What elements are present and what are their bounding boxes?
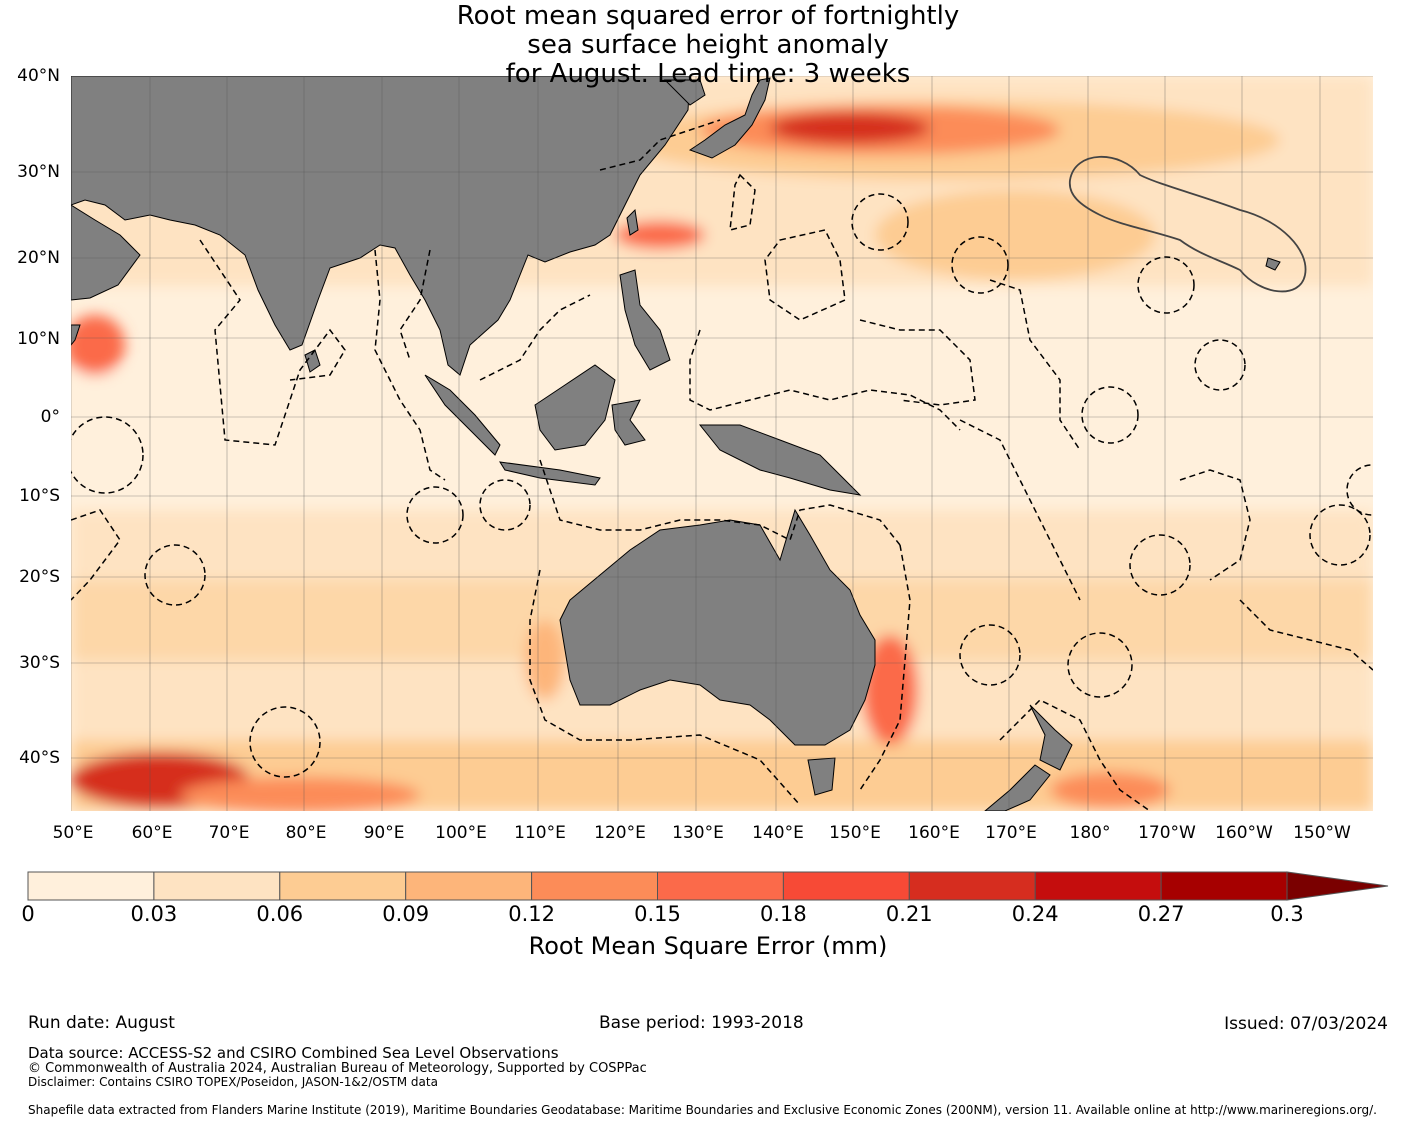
australia-landmass — [559, 508, 876, 746]
colorbar-segment — [405, 871, 533, 901]
lon-label: 120°E — [594, 823, 646, 843]
title-line-2: sea surface height anomaly — [527, 30, 889, 60]
run-date: Run date: August — [28, 1013, 175, 1033]
lat-label-30s: 30°S — [19, 653, 60, 673]
lon-label: 100°E — [435, 823, 487, 843]
shapefile-credit: Shapefile data extracted from Flanders M… — [28, 1103, 1377, 1117]
colorbar-tick-label: 0.24 — [1011, 902, 1059, 926]
rmse-map — [71, 76, 1373, 811]
copyright: © Commonwealth of Australia 2024, Austra… — [28, 1061, 647, 1076]
colorbar-segment — [782, 871, 910, 901]
arabia-landmass — [71, 204, 141, 301]
sri-lanka-island — [304, 349, 321, 373]
colorbar-segment — [27, 871, 155, 901]
lon-label: 160°E — [908, 823, 960, 843]
lon-label: 160°W — [1215, 823, 1273, 843]
lat-label-20s: 20°S — [19, 567, 60, 587]
colorbar-segment — [531, 871, 658, 901]
borneo-island — [534, 364, 616, 451]
sulawesi-island — [611, 399, 646, 446]
colorbar-segment — [279, 871, 407, 901]
colorbar-segment — [1034, 871, 1162, 901]
lon-label: 140°E — [752, 823, 804, 843]
colorbar-tick-label: 0.03 — [130, 902, 178, 926]
lon-label: 180° — [1069, 823, 1111, 843]
lon-label: 130°E — [672, 823, 724, 843]
lat-label-10s: 10°S — [19, 486, 60, 506]
colorbar-segment — [908, 871, 1036, 901]
philippines-islands — [619, 269, 671, 371]
japan-island — [688, 77, 771, 159]
lon-label: 150°E — [829, 823, 881, 843]
lon-label: 70°E — [208, 823, 250, 843]
lat-label-10n: 10°N — [17, 329, 60, 349]
map-title: Root mean squared error of fortnightly s… — [300, 2, 1116, 89]
lat-label-20n: 20°N — [17, 248, 60, 268]
lon-label: 150°W — [1293, 823, 1351, 843]
colorbar-tick-label: 0.18 — [760, 902, 807, 926]
new-zealand-north-island — [1029, 704, 1073, 771]
colorbar-tick-label: 0.21 — [885, 902, 933, 926]
hawaii-island — [1265, 257, 1281, 271]
colorbar-tick-label: 0.09 — [382, 902, 430, 926]
lat-label-40s: 40°S — [19, 748, 60, 768]
colorbar-extend-arrow — [1286, 871, 1389, 901]
asia-landmass — [71, 76, 691, 376]
colorbar-tick-label: 0.12 — [508, 902, 555, 926]
colorbar-tick-label: 0.27 — [1137, 902, 1185, 926]
issued-date: Issued: 07/03/2024 — [1224, 1014, 1388, 1034]
colorbar-segment — [1160, 871, 1288, 901]
sakhalin-kuril — [663, 79, 706, 106]
tasmania-island — [807, 757, 836, 796]
colorbar-tick-label: 0.3 — [1270, 902, 1304, 926]
java-island — [499, 461, 601, 486]
lon-label: 90°E — [363, 823, 405, 843]
colorbar-tick-label: 0.15 — [634, 902, 681, 926]
lon-label: 60°E — [131, 823, 173, 843]
colorbar-segment — [657, 871, 784, 901]
lon-label: 170°E — [985, 823, 1037, 843]
data-source: Data source: ACCESS-S2 and CSIRO Combine… — [28, 1044, 559, 1062]
colorbar-tick-label: 0 — [21, 902, 35, 926]
africa-horn — [71, 324, 81, 346]
lon-label: 50°E — [52, 823, 94, 843]
eez-boundaries — [71, 119, 1373, 811]
base-period: Base period: 1993-2018 — [599, 1013, 804, 1033]
sumatra-island — [424, 374, 501, 456]
lat-label-40n: 40°N — [17, 66, 60, 86]
title-line-1: Root mean squared error of fortnightly — [456, 1, 960, 31]
lon-label: 80°E — [285, 823, 327, 843]
new-guinea-island — [698, 424, 862, 496]
lat-label-0: 0° — [40, 407, 60, 427]
colorbar-tick-label: 0.06 — [256, 902, 304, 926]
lon-label: 110°E — [514, 823, 566, 843]
marine-monument-outline — [1068, 155, 1307, 293]
colorbar — [27, 871, 1389, 901]
graticule-lines — [71, 76, 1373, 811]
colorbar-label: Root Mean Square Error (mm) — [528, 932, 888, 960]
land-masses — [71, 76, 1281, 811]
new-zealand-south-island — [984, 764, 1051, 811]
disclaimer: Disclaimer: Contains CSIRO TOPEX/Poseido… — [28, 1075, 438, 1089]
title-line-3: for August. Lead time: 3 weeks — [505, 59, 911, 89]
taiwan-island — [626, 208, 639, 236]
lon-label: 170°W — [1138, 823, 1196, 843]
colorbar-segment — [153, 871, 281, 901]
lat-label-30n: 30°N — [17, 162, 60, 182]
